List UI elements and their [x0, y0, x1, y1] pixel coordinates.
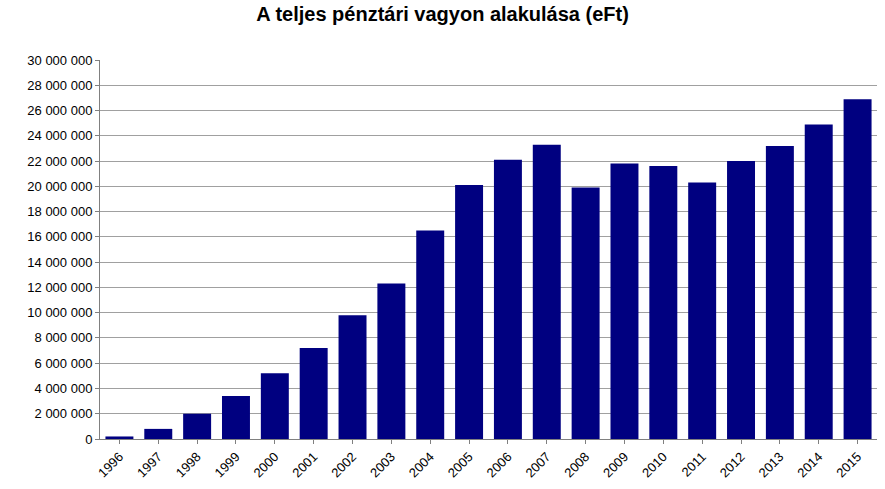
svg-text:0: 0: [85, 432, 92, 447]
svg-text:1996: 1996: [95, 449, 126, 480]
svg-text:1998: 1998: [173, 449, 204, 480]
svg-text:2011: 2011: [679, 449, 709, 479]
svg-text:18 000 000: 18 000 000: [27, 204, 92, 219]
svg-text:22 000 000: 22 000 000: [27, 154, 92, 169]
svg-text:30 000 000: 30 000 000: [27, 53, 92, 68]
svg-text:2014: 2014: [794, 449, 825, 480]
svg-text:2007: 2007: [522, 449, 553, 480]
svg-text:2010: 2010: [639, 449, 670, 480]
svg-text:2004: 2004: [406, 449, 437, 480]
svg-text:2008: 2008: [561, 449, 592, 480]
svg-text:28 000 000: 28 000 000: [27, 78, 92, 93]
svg-text:2013: 2013: [756, 449, 787, 480]
svg-text:2005: 2005: [445, 449, 476, 480]
svg-text:2006: 2006: [484, 449, 515, 480]
svg-text:2000: 2000: [250, 449, 281, 480]
svg-text:16 000 000: 16 000 000: [27, 229, 92, 244]
svg-text:12 000 000: 12 000 000: [27, 280, 92, 295]
svg-text:2012: 2012: [717, 449, 748, 480]
svg-text:2009: 2009: [600, 449, 631, 480]
svg-text:20 000 000: 20 000 000: [27, 179, 92, 194]
svg-text:2001: 2001: [289, 449, 320, 480]
svg-text:24 000 000: 24 000 000: [27, 128, 92, 143]
svg-text:1999: 1999: [212, 449, 243, 480]
svg-text:2 000 000: 2 000 000: [35, 406, 93, 421]
svg-text:14 000 000: 14 000 000: [27, 255, 92, 270]
svg-text:2002: 2002: [328, 449, 359, 480]
svg-text:2015: 2015: [833, 449, 864, 480]
svg-text:1997: 1997: [134, 449, 165, 480]
svg-text:4 000 000: 4 000 000: [35, 381, 93, 396]
svg-text:10 000 000: 10 000 000: [27, 305, 92, 320]
svg-text:A teljes pénztári vagyon alaku: A teljes pénztári vagyon alakulása (eFt): [256, 3, 629, 25]
svg-text:26 000 000: 26 000 000: [27, 103, 92, 118]
svg-text:8 000 000: 8 000 000: [35, 330, 93, 345]
svg-text:6 000 000: 6 000 000: [35, 356, 93, 371]
svg-text:2003: 2003: [367, 449, 398, 480]
